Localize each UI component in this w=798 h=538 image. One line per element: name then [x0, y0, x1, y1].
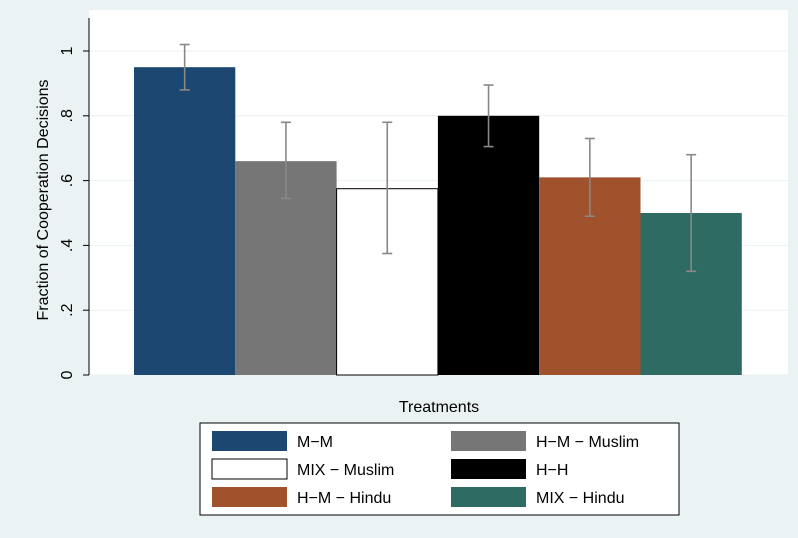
legend-label: MIX − Hindu [536, 490, 624, 507]
y-ticks: 0 .2 .4 .6 .8 1 [59, 46, 89, 379]
y-tick-label: 1 [59, 46, 76, 55]
legend-swatch [212, 431, 287, 451]
y-tick-label: 0 [59, 370, 76, 379]
legend-label: M−M [297, 434, 333, 451]
error-bars [179, 43, 697, 273]
legend: M−M H−M − Muslim MIX − Muslim H−H H−M − Hind… [199, 422, 680, 516]
legend-label: H−H [536, 462, 568, 479]
legend-swatch [211, 458, 288, 480]
legend-swatch [451, 431, 526, 451]
legend-swatch [212, 487, 287, 507]
bars [134, 67, 742, 376]
y-tick-label: .2 [59, 303, 76, 316]
legend-label: MIX − Muslim [297, 462, 394, 479]
bar [134, 67, 236, 375]
y-tick-label: .4 [59, 239, 76, 252]
y-tick-label: .8 [59, 109, 76, 122]
y-tick-label: .6 [59, 174, 76, 187]
y-axis-label: Fraction of Cooperation Decisions [35, 79, 52, 320]
x-axis-label: Treatments [399, 399, 479, 416]
legend-swatch [451, 459, 526, 479]
legend-label: H−M − Muslim [536, 434, 639, 451]
bar [437, 115, 540, 376]
legend-swatch [451, 487, 526, 507]
legend-label: H−M − Hindu [297, 490, 391, 507]
